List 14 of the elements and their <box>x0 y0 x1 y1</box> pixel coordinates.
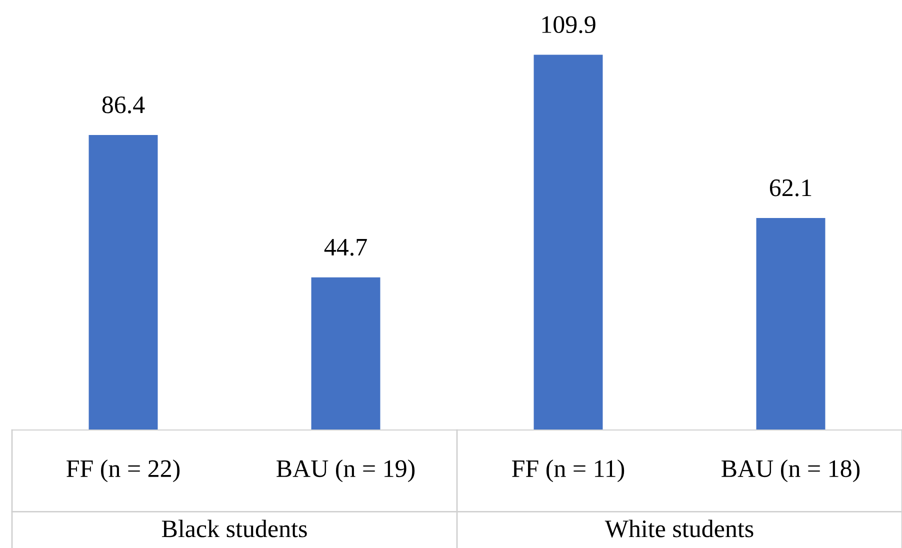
x-tick-label: FF (n = 22) <box>66 460 180 482</box>
data-label: 109.9 <box>542 16 596 34</box>
data-label: 62.1 <box>770 179 812 196</box>
bar <box>311 277 380 430</box>
x-tick-label: BAU (n = 19) <box>276 460 415 482</box>
data-label: 86.4 <box>102 96 145 114</box>
x-tick-label: FF (n = 11) <box>512 460 624 482</box>
text: White students <box>604 520 754 538</box>
bar <box>88 135 158 430</box>
bar <box>534 54 603 430</box>
bar <box>756 218 826 430</box>
x-tick-label: BAU (n = 18) <box>722 460 860 482</box>
text: Black students <box>162 520 307 538</box>
data-label: 44.7 <box>324 238 367 256</box>
